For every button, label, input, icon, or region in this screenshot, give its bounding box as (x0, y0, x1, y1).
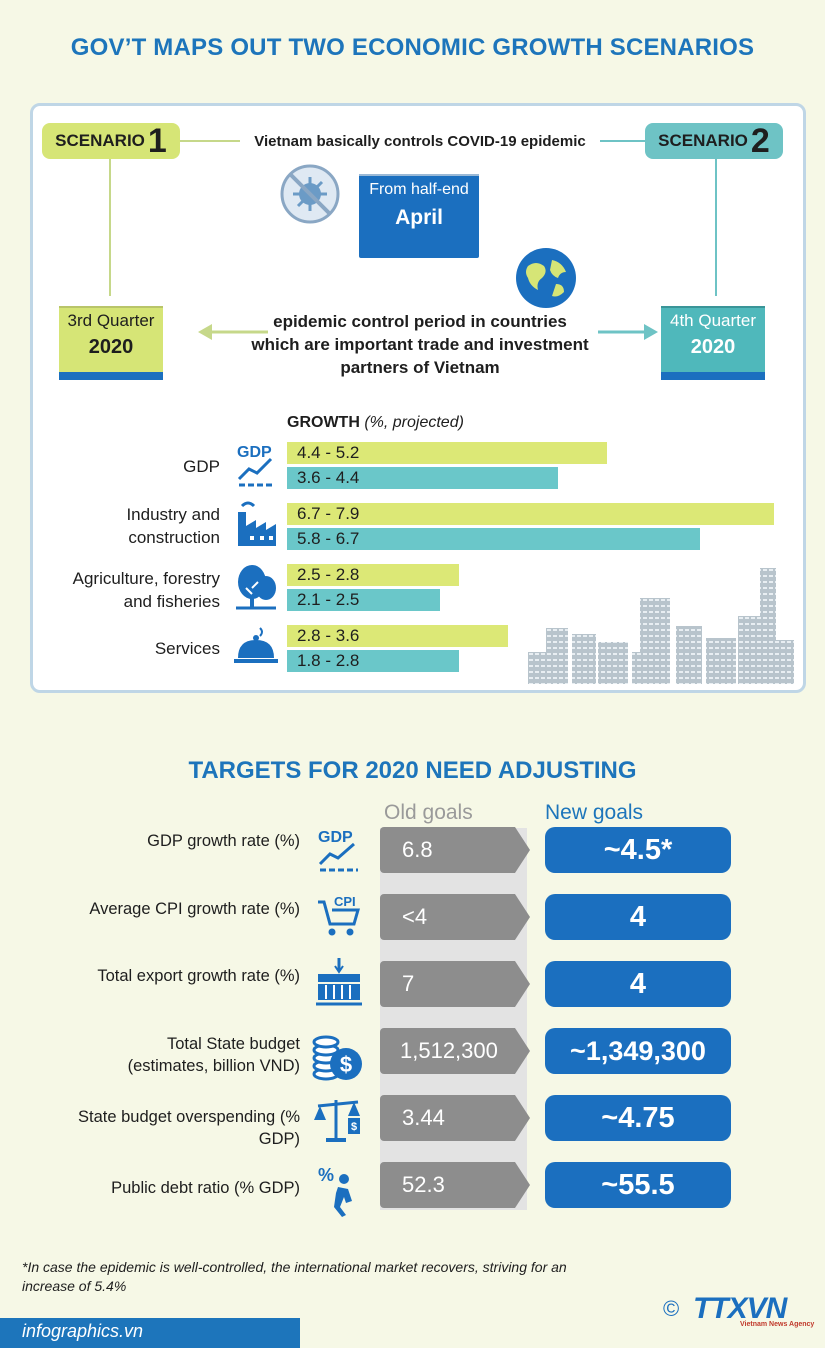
new-goal-value: 4 (545, 894, 731, 940)
calendar-4th-quarter: 4th Quarter 2020 (661, 296, 765, 380)
arrow-right-icon (598, 324, 658, 340)
coins-dollar-icon: $ (312, 1035, 362, 1081)
growth-bar-scenario1: 6.7 - 7.9 (287, 503, 774, 525)
top-text: Vietnam basically controls COVID-19 epid… (254, 133, 586, 150)
old-goals-column (380, 828, 527, 1210)
svg-text:CPI: CPI (334, 894, 356, 909)
scenario-1-badge: SCENARIO 1 (42, 122, 180, 160)
growth-label-gdp: GDP (183, 457, 220, 476)
growth-header: GROWTH (%, projected) (287, 414, 464, 431)
tree-icon (236, 565, 276, 610)
globe-icon (516, 248, 576, 308)
arrow-left-icon (198, 324, 268, 340)
growth-bar-scenario2: 1.8 - 2.8 (287, 650, 459, 672)
growth-bar-scenario2: 3.6 - 4.4 (287, 467, 558, 489)
new-goal-value: 4 (545, 961, 731, 1007)
virus-blocked-icon (280, 164, 340, 224)
old-goal-value: <4 (380, 894, 530, 940)
new-goal-value: ~55.5 (545, 1162, 731, 1208)
ttxvn-logo: TTXVN (693, 1292, 787, 1325)
scale-icon: $ (314, 1100, 360, 1142)
targets-title: TARGETS FOR 2020 NEED ADJUSTING (188, 757, 637, 784)
container-crane-icon (316, 958, 362, 1006)
connector-line (109, 159, 111, 299)
gdp-chart-icon: GDP (318, 829, 358, 872)
svg-text:GDP: GDP (318, 829, 353, 846)
growth-bar-scenario2: 2.1 - 2.5 (287, 589, 440, 611)
target-label-budget: Total State budget (estimates, billion V… (127, 1035, 300, 1075)
logo-subtitle: Vietnam News Agency (740, 1321, 815, 1328)
debt-person-icon: % (318, 1165, 352, 1217)
connector-line (600, 140, 645, 142)
connector-line (180, 140, 240, 142)
old-goal-value: 1,512,300 (380, 1028, 530, 1074)
old-goals-header: Old goals (384, 801, 473, 824)
old-goal-value: 6.8 (380, 827, 530, 873)
copyright-symbol: © (663, 1296, 680, 1321)
svg-text:GDP: GDP (237, 444, 272, 461)
old-goal-value: 7 (380, 961, 530, 1007)
target-label-overspending: State budget overspending (% GDP) (78, 1108, 300, 1148)
page-title: GOV’T MAPS OUT TWO ECONOMIC GROWTH SCENA… (70, 34, 755, 61)
growth-label-services: Services (154, 639, 220, 658)
city-skyline-icon (528, 568, 794, 684)
cpi-cart-icon: CPI (318, 894, 360, 936)
growth-bar-scenario1: 2.5 - 2.8 (287, 564, 459, 586)
growth-label-industry: Industry and construction (126, 505, 220, 547)
new-goals-header: New goals (545, 801, 644, 824)
cloche-icon (234, 627, 278, 663)
target-label-cpi: Average CPI growth rate (%) (89, 900, 300, 918)
new-goal-value: ~4.5* (545, 827, 731, 873)
new-goal-value: ~4.75 (545, 1095, 731, 1141)
old-goal-value: 52.3 (380, 1162, 530, 1208)
calendar-3rd-quarter: 3rd Quarter 2020 (59, 296, 163, 380)
growth-label-agriculture: Agriculture, forestry and fisheries (72, 569, 220, 611)
factory-icon (238, 501, 276, 546)
connector-line (715, 159, 717, 299)
target-label-gdp: GDP growth rate (%) (147, 832, 300, 850)
scenario-2-badge: SCENARIO 2 (645, 122, 783, 160)
target-label-export: Total export growth rate (%) (97, 967, 300, 985)
site-link[interactable]: infographics.vn (22, 1321, 144, 1341)
gdp-chart-icon: GDP (237, 444, 275, 487)
growth-bar-scenario2: 5.8 - 6.7 (287, 528, 700, 550)
target-label-public-debt: Public debt ratio (% GDP) (111, 1179, 300, 1197)
calendar-april: From half-end April (359, 160, 479, 258)
footer-bar (0, 1318, 300, 1348)
epidemic-text: epidemic control period in countries whi… (251, 312, 589, 377)
growth-bar-scenario1: 4.4 - 5.2 (287, 442, 607, 464)
svg-text:%: % (318, 1165, 334, 1185)
svg-text:$: $ (340, 1052, 352, 1077)
footnote: *In case the epidemic is well-controlled… (22, 1259, 567, 1294)
new-goal-value: ~1,349,300 (545, 1028, 731, 1074)
svg-text:$: $ (351, 1121, 357, 1133)
old-goal-value: 3.44 (380, 1095, 530, 1141)
growth-bar-scenario1: 2.8 - 3.6 (287, 625, 508, 647)
